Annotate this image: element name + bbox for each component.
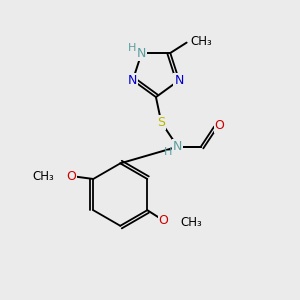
Text: O: O [66, 169, 76, 182]
Text: S: S [157, 116, 165, 129]
Text: CH₃: CH₃ [32, 170, 54, 183]
Text: H: H [164, 147, 172, 157]
Text: N: N [128, 74, 137, 87]
Text: N: N [173, 140, 182, 153]
Text: CH₃: CH₃ [180, 216, 202, 229]
Text: O: O [159, 214, 169, 227]
Text: N: N [137, 46, 146, 59]
Text: N: N [174, 74, 184, 87]
Text: CH₃: CH₃ [190, 34, 212, 48]
Text: H: H [128, 43, 136, 53]
Text: O: O [214, 118, 224, 131]
